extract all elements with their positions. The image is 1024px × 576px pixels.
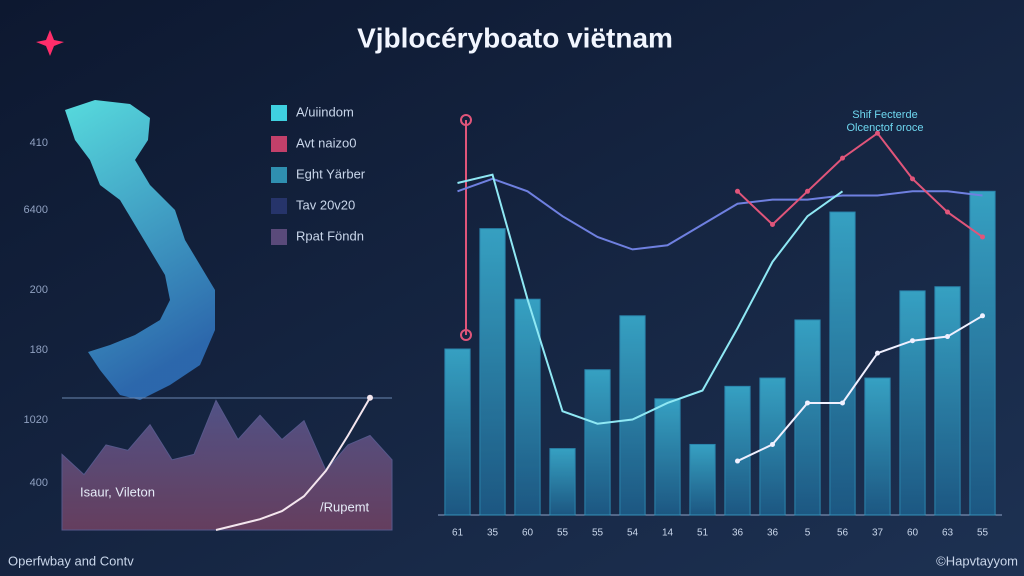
line: [457, 177, 983, 251]
side-label: 6400: [24, 204, 48, 216]
bar: [899, 290, 926, 516]
bar: [969, 190, 996, 516]
area-label: /Rupemt: [320, 499, 370, 514]
x-tick-label: 35: [487, 528, 499, 539]
point: [980, 234, 985, 240]
x-tick-label: 63: [942, 528, 954, 539]
x-tick-label: 54: [627, 528, 639, 539]
line: [736, 131, 984, 238]
line: [737, 314, 984, 462]
side-label: 410: [30, 137, 48, 149]
point: [367, 394, 373, 401]
bar: [444, 348, 471, 516]
side-label: 1020: [24, 414, 48, 426]
bar: [724, 385, 751, 516]
point: [735, 458, 740, 464]
side-label: 400: [30, 477, 48, 489]
annotation: Olcenctof oroce: [846, 122, 923, 134]
x-tick-label: 60: [522, 528, 534, 539]
point: [875, 350, 880, 356]
x-tick-label: 14: [662, 528, 674, 539]
side-label: 200: [30, 284, 48, 296]
legend-label: Eght Yärber: [296, 166, 366, 181]
point: [770, 222, 775, 227]
bar: [829, 211, 856, 516]
point: [840, 155, 845, 161]
bar: [479, 228, 506, 516]
bar: [514, 298, 541, 516]
legend-label: Rpat Föndn: [296, 228, 364, 243]
point: [910, 176, 915, 182]
point: [840, 400, 845, 406]
footer-left: Operfwbay and Contv: [8, 553, 134, 568]
legend-label: A/uiindom: [296, 104, 354, 119]
bar: [934, 286, 961, 516]
point: [805, 188, 810, 194]
logo: [36, 30, 64, 56]
point: [910, 338, 915, 344]
bar: [689, 443, 716, 516]
annotation: Shif Fecterde: [852, 109, 917, 121]
point: [735, 188, 740, 194]
point: [770, 441, 775, 447]
legend-swatch: [271, 167, 287, 183]
legend-label: Avt naizo0: [296, 135, 356, 150]
x-tick-label: 36: [732, 528, 744, 539]
bar: [864, 377, 891, 516]
point: [945, 334, 950, 340]
marker: [460, 329, 472, 341]
x-tick-label: 5: [805, 528, 811, 539]
line: [457, 173, 844, 425]
map: [65, 100, 215, 400]
legend-label: Tav 20v20: [296, 197, 355, 212]
side-label: 180: [30, 344, 48, 356]
area: [61, 399, 393, 531]
marker: [460, 114, 472, 126]
legend-swatch: [271, 198, 287, 214]
bar: [584, 369, 611, 516]
bar: [549, 448, 576, 516]
point: [805, 400, 810, 406]
footer-right: ©Hapvtayyom: [936, 553, 1018, 568]
x-tick-label: 51: [697, 528, 709, 539]
legend-swatch: [271, 136, 287, 152]
area-label: Isaur, Vileton: [80, 484, 155, 499]
line: [215, 397, 371, 531]
point: [980, 313, 985, 319]
point: [945, 209, 950, 215]
x-tick-label: 37: [872, 528, 884, 539]
point: [875, 130, 880, 136]
x-tick-label: 55: [977, 528, 989, 539]
title: Vjblocéryboato viëtnam: [357, 22, 673, 53]
legend-swatch: [271, 105, 287, 121]
x-tick-label: 36: [767, 528, 779, 539]
x-tick-label: 61: [452, 528, 464, 539]
legend-swatch: [271, 229, 287, 245]
x-tick-label: 56: [837, 528, 849, 539]
x-tick-label: 60: [907, 528, 919, 539]
x-tick-label: 55: [557, 528, 569, 539]
bar: [654, 398, 681, 516]
x-tick-label: 55: [592, 528, 604, 539]
bar: [794, 319, 821, 516]
